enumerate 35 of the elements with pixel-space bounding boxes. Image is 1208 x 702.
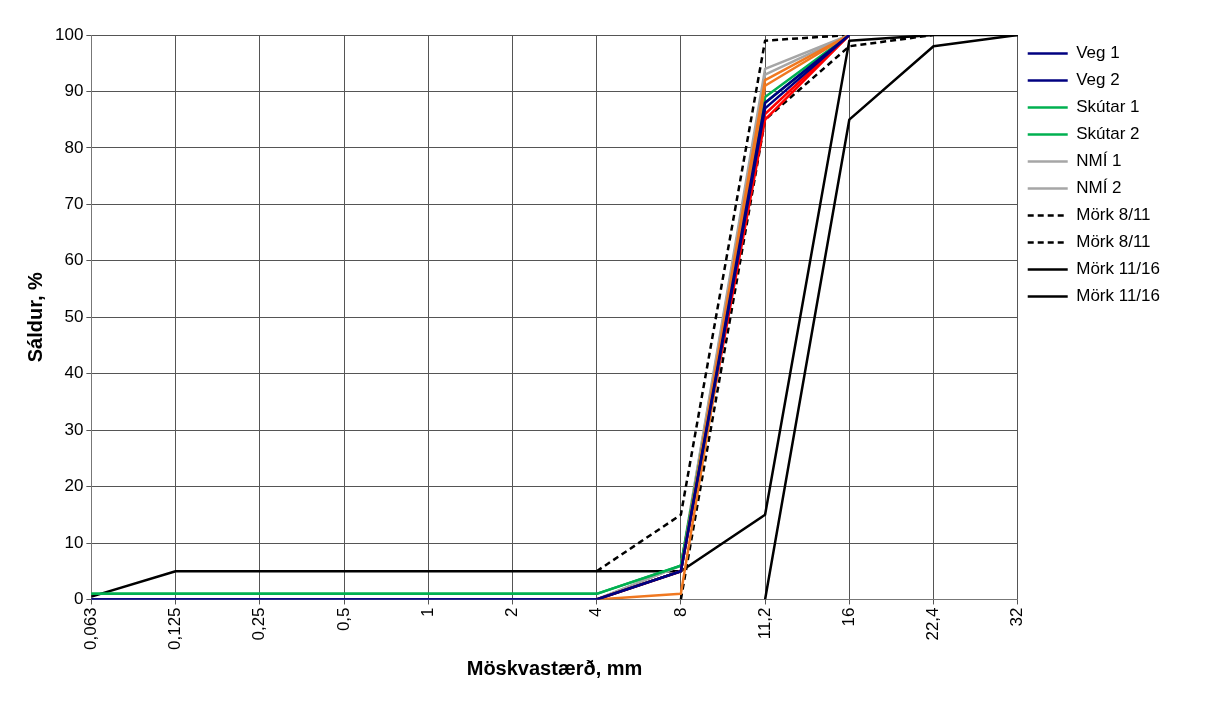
legend-label: Mörk 8/11 <box>1076 205 1151 225</box>
x-axis-title: Möskvastærð, mm <box>466 656 643 679</box>
x-tick-label: 16 <box>838 607 858 627</box>
y-tick-label: 80 <box>64 137 84 157</box>
legend-label: Mörk 11/16 <box>1076 259 1160 279</box>
legend-label: Veg 2 <box>1076 70 1120 90</box>
legend-label: Mörk 11/16 <box>1076 286 1160 306</box>
legend-label: Skútar 1 <box>1076 97 1140 117</box>
x-tick-label: 11,2 <box>754 607 774 640</box>
x-tick-label: 4 <box>586 607 606 617</box>
y-tick-label: 20 <box>64 476 84 496</box>
legend-label: Skútar 2 <box>1076 124 1140 144</box>
x-tick-label: 22,4 <box>923 607 943 641</box>
x-tick-label: 1 <box>417 607 437 617</box>
x-tick-label: 0,063 <box>81 607 101 651</box>
y-tick-label: 60 <box>64 250 84 270</box>
y-axis-title: Sáldur, % <box>23 272 46 363</box>
y-tick-label: 10 <box>64 532 84 552</box>
y-tick-label: 100 <box>54 24 84 44</box>
y-tick-label: 0 <box>73 589 84 609</box>
legend-label: Mörk 8/11 <box>1076 232 1151 252</box>
legend-label: NMÍ 2 <box>1076 178 1122 198</box>
legend-label: Veg 1 <box>1076 43 1120 63</box>
y-tick-label: 30 <box>64 419 84 439</box>
y-tick-label: 70 <box>64 194 84 214</box>
y-tick-label: 90 <box>64 81 84 101</box>
x-tick-label: 2 <box>502 607 522 617</box>
y-tick-label: 50 <box>64 306 84 326</box>
x-tick-label: 8 <box>670 607 690 617</box>
legend-label: NMÍ 1 <box>1076 151 1122 171</box>
x-tick-label: 0,25 <box>249 607 269 641</box>
x-tick-label: 32 <box>1007 607 1027 627</box>
x-tick-label: 0,5 <box>333 607 353 632</box>
y-tick-label: 40 <box>64 363 84 383</box>
x-tick-label: 0,125 <box>165 607 185 651</box>
